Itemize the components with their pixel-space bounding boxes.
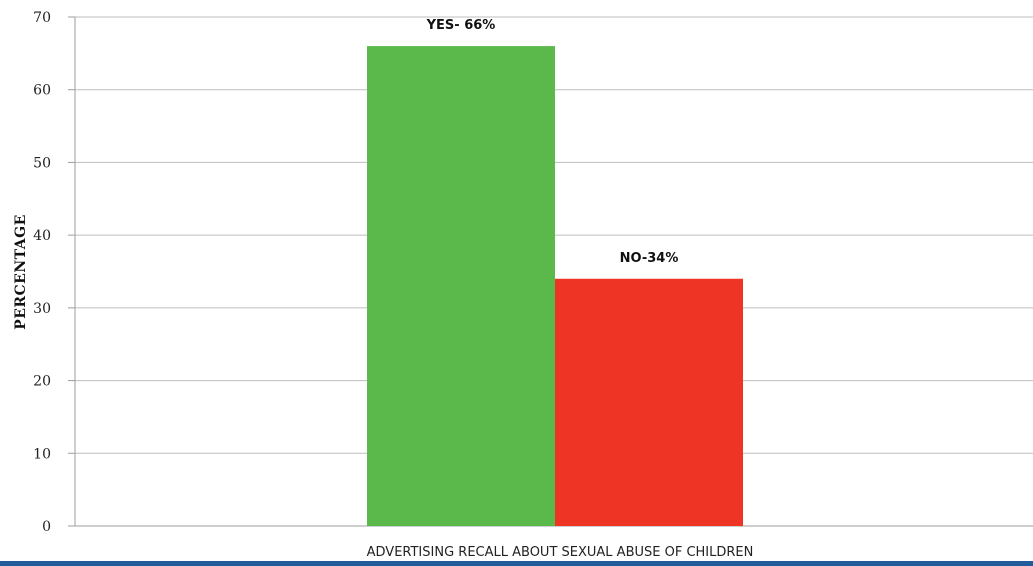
- data-labels: YES- 66% NO-34%: [426, 18, 679, 266]
- y-tick-label: 0: [42, 519, 51, 535]
- bar-yes: [367, 46, 555, 526]
- bottom-border-strip: [0, 561, 1033, 566]
- bar-no: [555, 278, 743, 526]
- y-tick-label: 30: [33, 301, 51, 317]
- bars: [367, 46, 743, 526]
- y-tick-label: 70: [33, 10, 51, 26]
- y-tick-label: 20: [33, 374, 51, 390]
- y-tick-labels: 0 10 20 30 40 50 60 70: [33, 10, 51, 535]
- data-label-no: NO-34%: [620, 251, 679, 266]
- y-tick-label: 60: [33, 83, 51, 99]
- data-label-yes: YES- 66%: [426, 18, 496, 33]
- y-tick-label: 40: [33, 228, 51, 244]
- x-axis-title: ADVERTISING RECALL ABOUT SEXUAL ABUSE OF…: [367, 545, 754, 560]
- y-tick-label: 50: [33, 155, 51, 171]
- y-tick-label: 10: [33, 446, 51, 462]
- y-axis-title: PERCENTAGE: [13, 214, 29, 330]
